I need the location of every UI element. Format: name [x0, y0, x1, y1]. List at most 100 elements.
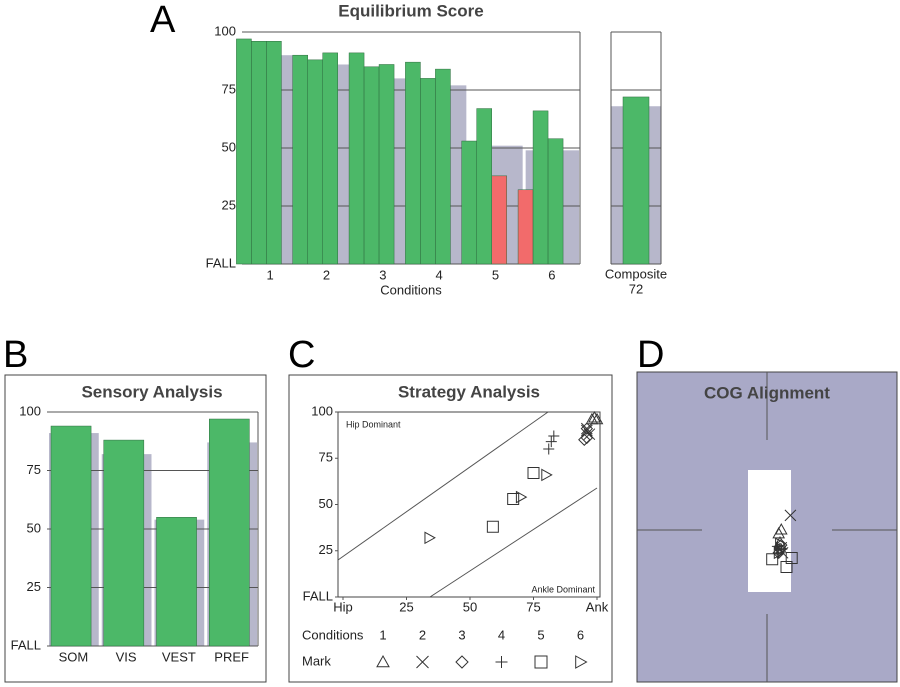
- x-tick-label: Ank: [586, 599, 609, 614]
- point: [785, 552, 798, 564]
- point: [578, 433, 591, 446]
- legend-marker: [575, 655, 588, 669]
- trial-bar: [476, 108, 492, 265]
- point: [545, 436, 557, 448]
- point: [784, 509, 797, 522]
- point: [580, 422, 593, 435]
- x-tick-label: 6: [548, 267, 555, 282]
- annotation: Ankle Dominant: [531, 584, 595, 594]
- x-tick-label: VEST: [162, 649, 196, 664]
- y-tick-label: FALL: [11, 637, 41, 652]
- trial-bar: [547, 138, 564, 265]
- trial-bar: [322, 52, 338, 265]
- plot-frame: [337, 411, 601, 598]
- y-tick-label: 25: [319, 542, 333, 557]
- point: [776, 542, 788, 556]
- y-tick-label: 50: [27, 520, 41, 535]
- y-tick-label: 75: [222, 81, 236, 96]
- x-axis-label: Conditions: [380, 282, 442, 297]
- trial-bar: [378, 64, 395, 265]
- legend-label: 5: [537, 627, 544, 642]
- panel-letter: D: [637, 334, 664, 376]
- panel-frame: [288, 374, 613, 683]
- x-tick-label: 2: [323, 267, 330, 282]
- point: [541, 468, 553, 482]
- trial-bar: [405, 61, 421, 265]
- point: [775, 537, 787, 551]
- y-tick-label: 100: [311, 403, 333, 418]
- legend-marker: [416, 655, 429, 669]
- point: [774, 523, 788, 535]
- x-tick-label: PREF: [214, 649, 249, 664]
- trial-bar: [461, 140, 477, 265]
- trial-bar: [420, 78, 436, 265]
- cog-target: [748, 470, 791, 592]
- trial-bar: [348, 52, 365, 265]
- chart-title: Equilibrium Score: [338, 1, 483, 20]
- trial-bar: [236, 38, 252, 265]
- y-tick-label: 25: [222, 197, 236, 212]
- y-tick-label: 50: [222, 139, 236, 154]
- trial-bar: [292, 54, 308, 265]
- point: [780, 561, 793, 574]
- trial-bar: [435, 68, 451, 265]
- trial-bar: [307, 59, 323, 265]
- bar: [209, 418, 250, 647]
- y-tick-label: 25: [27, 579, 41, 594]
- composite-label: Composite: [605, 266, 667, 281]
- y-tick-label: FALL: [206, 255, 236, 270]
- panel-letter: C: [288, 334, 315, 376]
- point: [580, 431, 594, 445]
- panel-frame: [4, 374, 267, 683]
- composite-bar: [622, 96, 650, 265]
- x-tick-label: SOM: [59, 649, 89, 664]
- boundary-line: [429, 487, 598, 598]
- panel-letter: A: [150, 0, 176, 41]
- x-tick-label: 3: [379, 267, 386, 282]
- y-tick-label: 75: [27, 462, 41, 477]
- legend-label: 2: [419, 627, 426, 642]
- point: [580, 422, 594, 435]
- y-tick-label: 100: [19, 403, 41, 418]
- legend-marker: [534, 655, 548, 669]
- x-tick-label: 5: [492, 267, 499, 282]
- x-tick-label: 4: [436, 267, 443, 282]
- legend-marker: [495, 656, 508, 668]
- point: [773, 546, 786, 560]
- chart-title: Strategy Analysis: [398, 382, 540, 401]
- trial-bar: [363, 66, 380, 265]
- bar: [103, 439, 145, 647]
- trial-bar: [251, 41, 267, 265]
- panel-letter: B: [3, 334, 28, 376]
- point: [486, 520, 499, 533]
- point: [588, 411, 601, 423]
- annotation: Hip Dominant: [346, 419, 401, 429]
- trial-bar: [491, 175, 507, 265]
- composite-value: 72: [629, 281, 643, 296]
- legend-label: 1: [379, 627, 386, 642]
- point: [515, 490, 528, 504]
- y-tick-label: 100: [214, 23, 236, 38]
- point: [543, 443, 555, 455]
- legend-label: 4: [498, 627, 505, 642]
- y-tick-label: 75: [319, 450, 333, 465]
- legend-marker: [376, 654, 390, 668]
- bar: [156, 517, 197, 647]
- x-tick-label: VIS: [116, 649, 137, 664]
- x-tick-label: 50: [463, 599, 477, 614]
- x-tick-label: 25: [399, 599, 413, 614]
- trial-bar: [532, 110, 549, 265]
- point: [548, 430, 560, 442]
- trial-bar: [517, 189, 534, 265]
- legend-label: Conditions: [302, 627, 364, 642]
- y-tick-label: FALL: [303, 588, 333, 603]
- legend-label: 3: [458, 627, 465, 642]
- y-tick-label: 50: [319, 496, 333, 511]
- chart-title: COG Alignment: [704, 383, 830, 402]
- legend-label: Mark: [302, 653, 331, 668]
- trial-bar: [266, 41, 282, 265]
- point: [424, 531, 436, 545]
- point: [527, 467, 540, 480]
- x-tick-label: 1: [267, 267, 274, 282]
